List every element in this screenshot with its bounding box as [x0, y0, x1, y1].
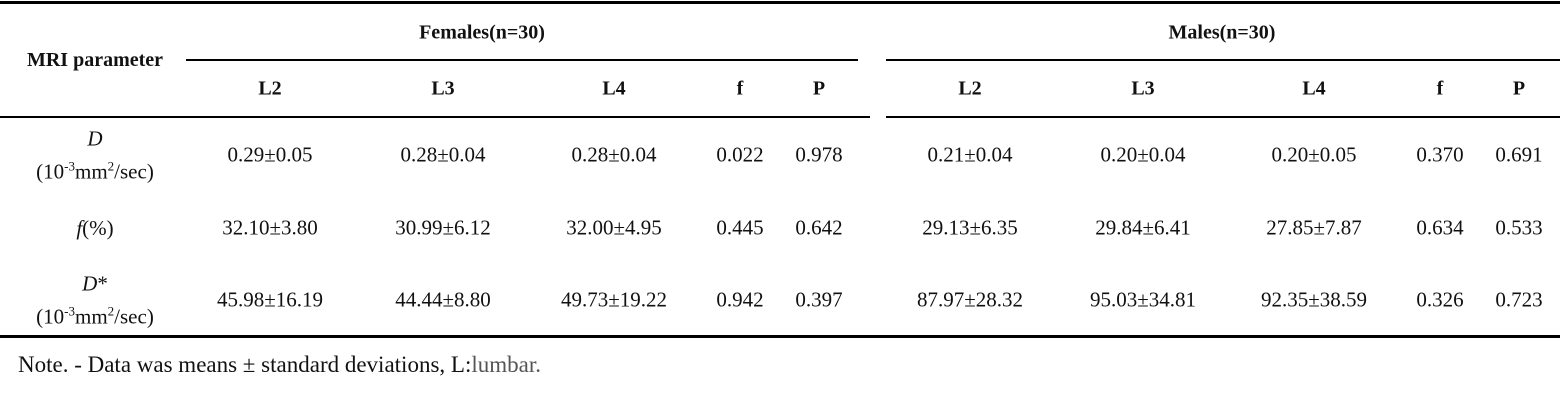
data-cell: 0.21±0.04 — [927, 142, 1013, 167]
data-cell: 0.20±0.04 — [1100, 142, 1186, 167]
column-header: P — [812, 77, 826, 100]
column-header: L2 — [258, 77, 282, 100]
data-cell: 45.98±16.19 — [216, 287, 324, 312]
data-cell: 0.29±0.05 — [227, 142, 313, 167]
unit-part: mm — [75, 159, 108, 184]
data-cell: 92.35±38.59 — [1260, 287, 1368, 312]
row-label: D (10-3mm2/sec) — [36, 125, 154, 186]
row-label-line: f(%) — [76, 214, 113, 242]
row-unit: (10-3mm2/sec) — [36, 298, 154, 331]
data-cell: 0.642 — [795, 215, 843, 240]
column-header: L3 — [431, 77, 455, 100]
data-cell: 0.445 — [716, 215, 764, 240]
unit-part: /sec) — [114, 304, 154, 329]
group-header: Females(n=30) — [419, 21, 545, 44]
row-label: D* (10-3mm2/sec) — [36, 270, 154, 331]
data-cell: 29.13±6.35 — [922, 215, 1018, 240]
column-header: L2 — [958, 77, 982, 100]
row-label: f(%) — [76, 214, 113, 242]
data-cell: 0.691 — [1495, 142, 1543, 167]
group-rule — [886, 59, 1560, 61]
note: Note. - Data was means ± standard deviat… — [18, 352, 541, 378]
unit-part: mm — [75, 304, 108, 329]
data-cell: 0.28±0.04 — [400, 142, 486, 167]
data-cell: 0.28±0.04 — [571, 142, 657, 167]
bottom-rule — [0, 335, 1560, 338]
row-suffix: * — [97, 271, 108, 296]
column-header: f — [736, 77, 744, 100]
column-header: f — [1436, 77, 1444, 100]
top-rule — [0, 1, 1560, 4]
data-cell: 0.978 — [795, 142, 843, 167]
row-unit: (10-3mm2/sec) — [36, 153, 154, 186]
data-cell: 29.84±6.41 — [1095, 215, 1191, 240]
unit-part: -3 — [64, 158, 76, 174]
data-cell: 0.326 — [1416, 287, 1464, 312]
corner-header: MRI parameter — [26, 49, 164, 71]
data-cell: 95.03±34.81 — [1089, 287, 1197, 312]
data-cell: 0.723 — [1495, 287, 1543, 312]
data-cell: 0.022 — [716, 142, 764, 167]
group-rule — [186, 59, 858, 61]
unit-part: (10 — [36, 304, 65, 329]
unit-part: 2 — [107, 303, 115, 319]
row-symbol: f — [76, 216, 83, 240]
row-symbol: D — [87, 126, 103, 151]
data-cell: 44.44±8.80 — [395, 287, 491, 312]
note-tail: lumbar. — [471, 352, 541, 377]
row-suffix: (%) — [82, 216, 114, 240]
row-label-line: D* — [36, 270, 154, 298]
data-cell: 30.99±6.12 — [395, 215, 491, 240]
data-cell: 27.85±7.87 — [1266, 215, 1362, 240]
row-symbol: D — [82, 271, 98, 296]
row-label-line: D — [36, 125, 154, 153]
data-cell: 0.370 — [1416, 142, 1464, 167]
column-header: P — [1512, 77, 1526, 100]
unit-part: /sec) — [114, 159, 154, 184]
data-cell: 32.00±4.95 — [566, 215, 662, 240]
column-header: L4 — [602, 77, 626, 100]
data-cell: 0.634 — [1416, 215, 1464, 240]
data-cell: 49.73±19.22 — [560, 287, 668, 312]
unit-part: (10 — [36, 159, 65, 184]
data-cell: 87.97±28.32 — [916, 287, 1024, 312]
column-header: L3 — [1131, 77, 1155, 100]
data-cell: 0.533 — [1495, 215, 1543, 240]
data-cell: 32.10±3.80 — [222, 215, 318, 240]
group-header: Males(n=30) — [1168, 21, 1276, 44]
unit-part: 2 — [107, 158, 115, 174]
unit-part: -3 — [64, 303, 76, 319]
data-cell: 0.20±0.05 — [1271, 142, 1357, 167]
note-text: Note. - Data was means ± standard deviat… — [18, 352, 472, 377]
header-rule — [0, 116, 870, 118]
header-rule — [886, 116, 1560, 118]
data-cell: 0.942 — [716, 287, 764, 312]
column-header: L4 — [1302, 77, 1326, 100]
data-cell: 0.397 — [795, 287, 843, 312]
